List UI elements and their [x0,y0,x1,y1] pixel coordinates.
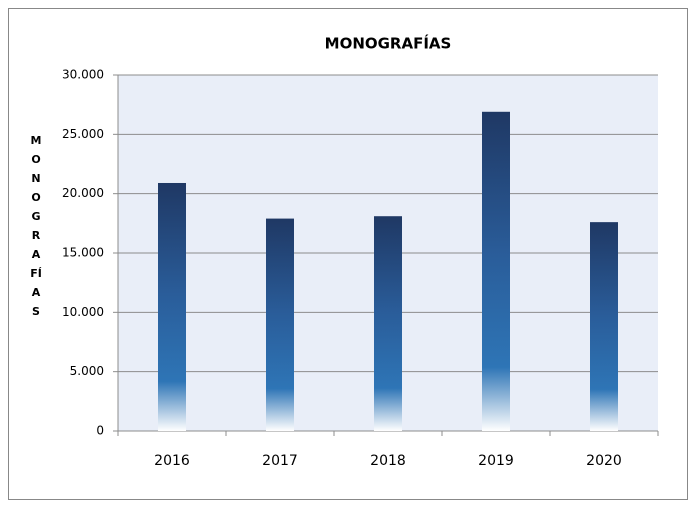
y-tick-label: 15.000 [62,246,104,260]
x-tick-label: 2020 [586,453,622,469]
x-tick-label: 2018 [370,453,406,469]
chart-title: MONOGRAFÍAS [325,34,452,53]
y-tick-label: 20.000 [62,186,104,200]
bar [266,218,294,431]
y-tick-label: 25.000 [62,127,104,141]
bar [590,222,618,431]
x-tick-label: 2016 [154,453,190,469]
x-tick-label: 2019 [478,453,514,469]
y-axis-label: MONOGRAFÍAS [30,134,42,318]
y-tick-label: 5.000 [70,364,104,378]
y-tick-label: 10.000 [62,305,104,319]
bar [482,111,510,431]
bar [374,216,402,431]
x-tick-label: 2017 [262,453,298,469]
bar [158,182,186,431]
y-tick-label: 30.000 [62,68,104,82]
y-tick-label: 0 [96,424,104,438]
